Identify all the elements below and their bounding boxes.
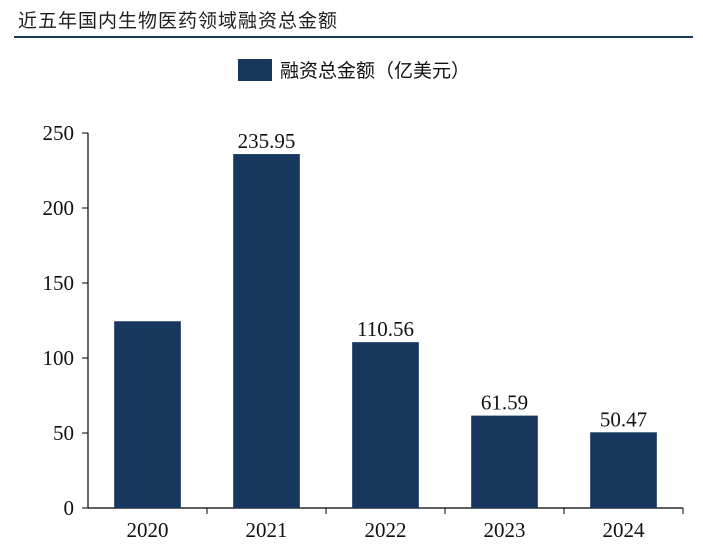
y-tick-label: 150 bbox=[43, 271, 75, 295]
bar bbox=[590, 432, 657, 508]
y-tick-label: 100 bbox=[43, 346, 75, 370]
data-label: 61.59 bbox=[481, 391, 528, 415]
x-tick-label: 2024 bbox=[603, 518, 646, 542]
bar bbox=[233, 154, 300, 508]
x-tick-label: 2022 bbox=[365, 518, 407, 542]
y-tick-label: 0 bbox=[64, 496, 75, 520]
page-title: 近五年国内生物医药领域融资总金额 bbox=[18, 10, 339, 32]
data-label: 50.47 bbox=[600, 407, 647, 431]
data-label: 235.95 bbox=[238, 129, 296, 153]
y-tick-label: 200 bbox=[43, 196, 75, 220]
legend: 融资总金额（亿美元） bbox=[238, 56, 470, 83]
x-tick-label: 2020 bbox=[127, 518, 169, 542]
y-tick-label: 50 bbox=[53, 421, 74, 445]
x-tick-label: 2023 bbox=[484, 518, 526, 542]
bar bbox=[114, 321, 181, 508]
legend-label: 融资总金额（亿美元） bbox=[280, 60, 471, 82]
legend-swatch bbox=[238, 58, 272, 81]
title-divider bbox=[14, 36, 693, 38]
bar bbox=[471, 415, 538, 508]
data-label: 110.56 bbox=[357, 317, 414, 341]
x-tick-label: 2021 bbox=[246, 518, 288, 542]
y-tick-label: 250 bbox=[43, 121, 75, 145]
bar bbox=[352, 342, 419, 508]
